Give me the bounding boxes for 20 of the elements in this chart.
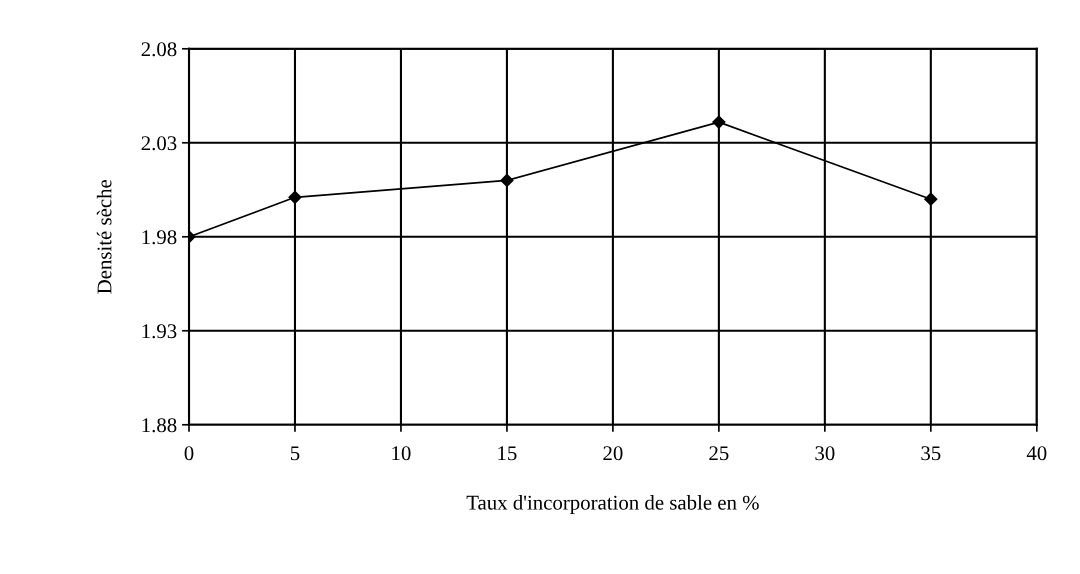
x-tick-label: 30 — [815, 446, 835, 461]
point — [500, 173, 514, 187]
y-tick-label: 1.98 — [142, 230, 177, 245]
point — [924, 192, 938, 206]
point — [288, 190, 302, 204]
x-tick-label: 5 — [290, 446, 300, 461]
x-tick-label: 25 — [709, 446, 729, 461]
x-axis-title: Taux d'incorporation de sable en % — [466, 495, 759, 514]
y-tick-label: 2.03 — [141, 136, 177, 151]
x-tick-label: 20 — [603, 446, 623, 461]
x-tick-label: 35 — [921, 446, 941, 461]
x-tick-label: 10 — [392, 446, 411, 461]
x-tick-label: 15 — [498, 446, 517, 461]
y-axis-title: Densité sèche — [96, 179, 112, 294]
y-tick-label: 1.93 — [142, 324, 177, 339]
x-tick-label: 40 — [1026, 446, 1047, 461]
y-tick-label: 2.08 — [141, 42, 177, 57]
y-tick-label: 1.88 — [142, 418, 177, 433]
x-tick-label: 0 — [184, 446, 194, 461]
point — [712, 115, 726, 129]
